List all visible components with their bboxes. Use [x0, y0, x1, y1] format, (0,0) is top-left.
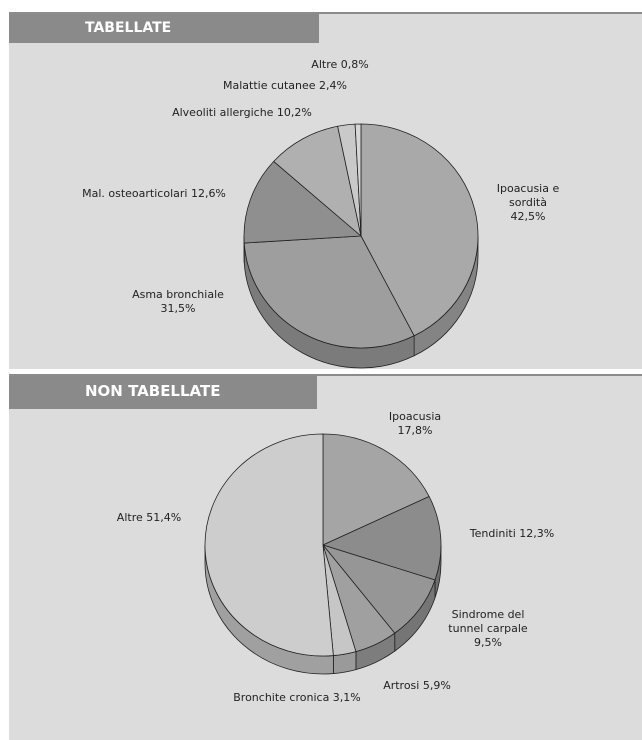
pie-2-label-6: Altre 51,4% — [117, 511, 181, 524]
pie-1-label-6: Altre 0,8% — [311, 58, 368, 71]
pie-2-label-5: Bronchite cronica 3,1% — [233, 691, 361, 704]
pie-1-label-5: Malattie cutanee 2,4% — [223, 79, 347, 92]
pie-1-label-3: Mal. osteoarticolari 12,6% — [82, 187, 226, 200]
pie-2-label-2: Tendiniti 12,3% — [469, 527, 554, 540]
pie-2-label-4: Artrosi 5,9% — [383, 679, 451, 692]
pie-1-label-4: Alveoliti allergiche 10,2% — [172, 106, 312, 119]
